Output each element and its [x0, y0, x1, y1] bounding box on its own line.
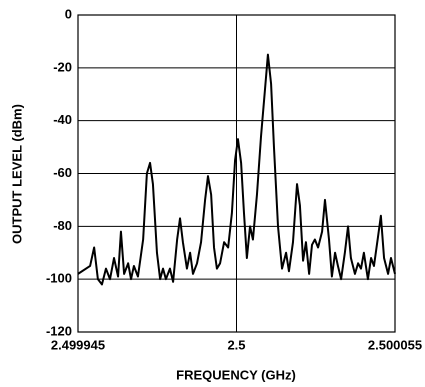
y-tick-label: -80: [53, 218, 72, 233]
y-tick-label: 0: [65, 6, 72, 21]
y-tick-label: -60: [53, 165, 72, 180]
spectrum-line: [77, 53, 396, 286]
y-tick-label: -100: [46, 271, 72, 286]
x-axis-label: FREQUENCY (GHz): [176, 367, 296, 382]
y-axis-label: OUTPUT LEVEL (dBm): [9, 104, 24, 244]
x-tick-label: 2.500055: [368, 337, 422, 352]
x-tick-label: 2.5: [227, 337, 245, 352]
y-tick-label: -120: [46, 323, 72, 338]
y-tick-label: -20: [53, 59, 72, 74]
plot-frame: [77, 14, 396, 333]
y-tick-label: -40: [53, 112, 72, 127]
x-tick-label: 2.499945: [51, 337, 105, 352]
